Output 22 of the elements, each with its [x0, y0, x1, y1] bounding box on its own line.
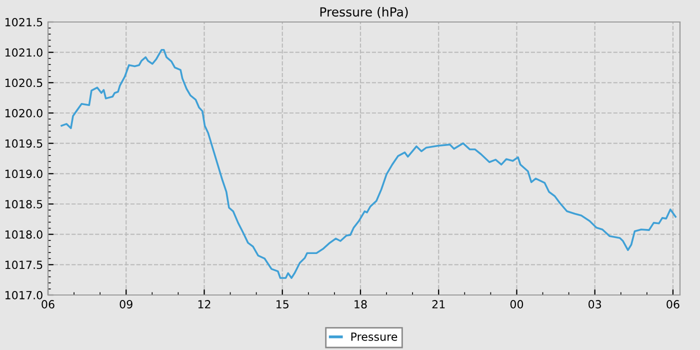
- y-tick-label: 1020.0: [5, 108, 42, 118]
- x-tick-label: 03: [588, 300, 602, 308]
- x-tick-label: 21: [432, 300, 445, 308]
- x-tick-label: 06: [666, 300, 680, 308]
- x-tick-label: 06: [42, 300, 54, 308]
- y-tick-label: 1018.0: [5, 230, 42, 239]
- y-tick-label: 1021.0: [5, 48, 42, 57]
- y-tick-label: 1017.5: [5, 260, 42, 270]
- x-tick-label: 09: [120, 300, 132, 308]
- y-tick-label: 1017.0: [5, 290, 42, 300]
- x-tick-label: 00: [510, 300, 524, 308]
- chart-title: Pressure (hPa): [320, 6, 408, 18]
- y-tick-label: 1021.5: [5, 18, 42, 26]
- y-tick-label: 1019.0: [5, 170, 42, 178]
- y-tick-label: 1018.5: [5, 200, 42, 208]
- y-tick-label: 1020.5: [5, 78, 42, 88]
- y-tick-label: 1019.5: [5, 139, 42, 148]
- x-tick-label: 15: [276, 300, 288, 308]
- x-tick-label: 18: [354, 300, 367, 308]
- x-tick-label: 12: [198, 300, 210, 308]
- legend-label: Pressure: [351, 332, 398, 341]
- line-series: [60, 49, 676, 279]
